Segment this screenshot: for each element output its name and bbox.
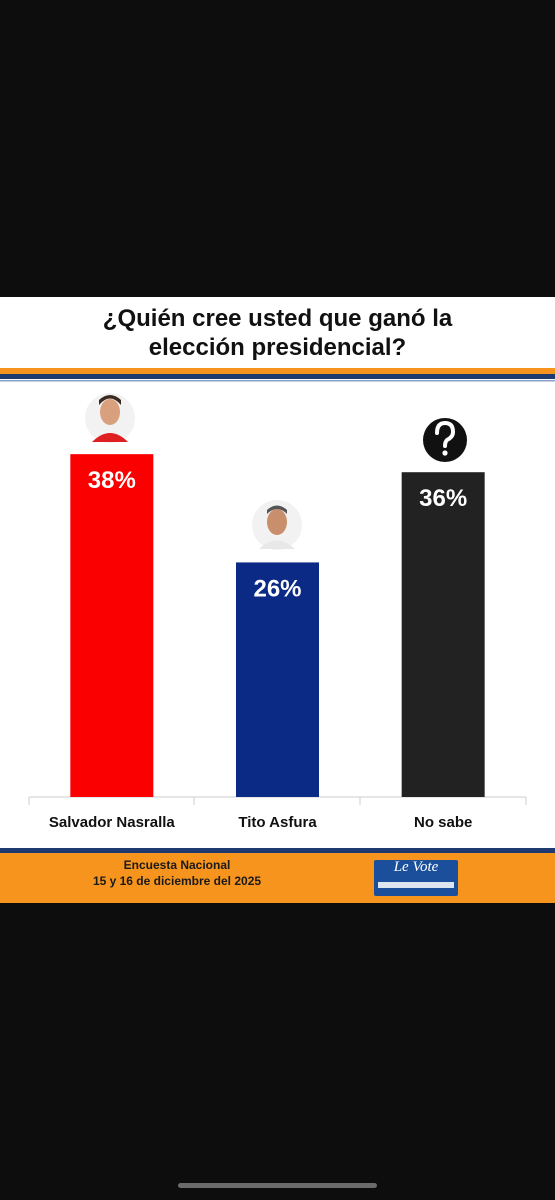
footer-survey: Encuesta Nacional [124, 858, 231, 872]
photo [85, 393, 135, 443]
bar [70, 454, 154, 797]
question-icon [423, 418, 467, 462]
stripe [0, 368, 555, 374]
value-label: 36% [419, 485, 467, 512]
home-indicator [178, 1183, 377, 1188]
x-tick-label: Salvador Nasralla [49, 814, 176, 831]
logo-text: Le Vote [393, 859, 439, 875]
stripe [0, 380, 555, 382]
value-label: 38% [88, 467, 136, 494]
x-tick-label: No sabe [414, 814, 472, 831]
footer-band [0, 853, 555, 903]
bar [236, 562, 319, 797]
value-label: 26% [253, 575, 301, 602]
photo [252, 500, 302, 550]
bar [401, 472, 485, 797]
x-tick-label: Tito Asfura [238, 814, 317, 831]
footer-date: 15 y 16 de diciembre del 2025 [93, 874, 261, 888]
chart-title: ¿Quién cree usted que ganó la elección p… [102, 305, 453, 361]
stripe [0, 848, 555, 853]
stripe [0, 374, 555, 379]
logo-band [378, 882, 454, 888]
